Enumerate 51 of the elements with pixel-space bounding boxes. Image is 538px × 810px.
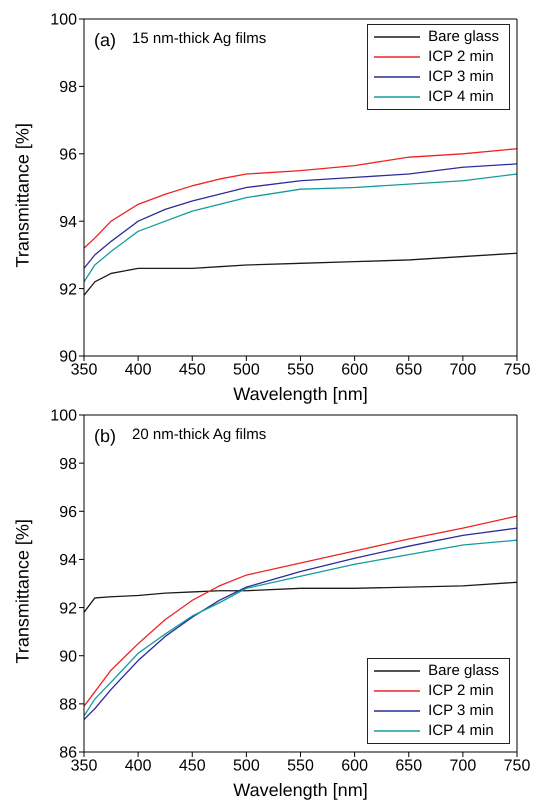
y-tick-label: 92 [59, 600, 78, 618]
annotation: (a) [94, 30, 116, 51]
y-tick-label: 94 [59, 552, 78, 570]
line-series [84, 582, 517, 614]
line-series [84, 163, 517, 270]
x-tick-label: 650 [395, 757, 422, 774]
legend-label: ICP 2 min [428, 681, 494, 701]
x-tick-label: 700 [450, 757, 476, 774]
x-tick-label: 550 [287, 757, 314, 774]
annotation: 15 nm-thick Ag films [132, 30, 266, 49]
legend-label: Bare glass [428, 661, 499, 681]
x-tick-label: 400 [124, 757, 152, 774]
y-tick-label: 96 [59, 504, 78, 521]
y-tick-label: 90 [59, 648, 78, 666]
x-tick-label: 450 [178, 361, 206, 378]
line-series [84, 148, 517, 249]
y-tick-label: 100 [50, 408, 78, 425]
line-series [84, 252, 517, 296]
x-tick-label: 450 [178, 757, 206, 774]
legend-label: ICP 3 min [428, 67, 494, 87]
y-axis-title: Transmittance [%] [12, 123, 32, 268]
legend-label: ICP 4 min [428, 721, 494, 741]
x-tick-label: 550 [287, 361, 314, 378]
x-tick-label: 700 [450, 361, 476, 378]
legend-label: ICP 2 min [428, 47, 494, 67]
x-tick-label: 650 [395, 361, 422, 378]
x-axis-title: Wavelength [nm] [233, 780, 368, 800]
x-tick-label: 500 [233, 757, 260, 774]
line-series [84, 173, 517, 283]
legend-label: ICP 3 min [428, 701, 494, 721]
y-tick-label: 96 [59, 146, 78, 164]
y-tick-label: 94 [59, 214, 78, 231]
y-tick-label: 100 [50, 12, 78, 29]
x-tick-label: 500 [233, 361, 260, 378]
y-tick-label: 98 [59, 79, 78, 96]
y-tick-label: 92 [59, 281, 78, 298]
x-tick-label: 600 [341, 757, 368, 774]
legend-label: ICP 4 min [428, 87, 494, 107]
legend-label: Bare glass [428, 27, 499, 47]
x-tick-label: 350 [70, 361, 98, 378]
x-tick-label: 600 [341, 361, 368, 378]
x-tick-label: 400 [124, 361, 152, 378]
y-axis-title: Transmittance [%] [12, 519, 32, 664]
x-tick-label: 750 [504, 757, 530, 774]
y-tick-label: 88 [59, 696, 78, 714]
x-tick-label: 750 [504, 361, 530, 378]
annotation: 20 nm-thick Ag films [132, 426, 266, 445]
y-tick-label: 98 [59, 456, 78, 473]
x-axis-title: Wavelength [nm] [233, 384, 368, 404]
annotation: (b) [94, 426, 116, 447]
x-tick-label: 350 [70, 757, 98, 774]
